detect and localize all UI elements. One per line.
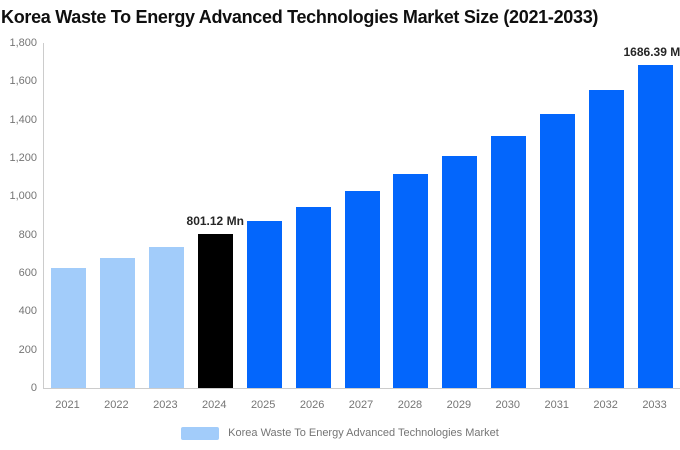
x-tick-2025: 2025 [250,399,276,411]
x-tick-2027: 2027 [348,399,374,411]
x-tick-2026: 2026 [299,399,325,411]
y-tick-1,600: 1,600 [9,75,37,88]
x-tick-2024: 2024 [202,399,227,411]
chart-title: Korea Waste To Energy Advanced Technolog… [1,7,599,27]
y-tick-400: 400 [18,305,37,318]
bar-value-label-2024: 801.12 Mn [186,214,244,228]
bar-2027[interactable] [344,191,380,388]
x-tick-2032: 2032 [593,399,618,411]
y-tick-1,200: 1,200 [9,152,37,164]
x-tick-2029: 2029 [446,399,472,411]
y-tick-800: 800 [18,228,37,241]
bar-2028[interactable] [393,174,429,388]
bar-2032[interactable] [589,90,625,388]
y-axis: 0 200 400 600 800 1,000 1,200 1,400 1,600 1,800 [0,37,37,394]
x-tick-2028: 2028 [397,399,423,411]
x-tick-2021: 2021 [55,399,80,411]
x-axis: 2021 2022 2023 2024 2025 2026 2027 2028 2029 2030… [43,399,680,413]
y-tick-200: 200 [18,343,37,356]
bar-value-label-2033: 1686.39 Mn [623,45,680,59]
bar-2033[interactable] [638,65,674,388]
x-tick-2022: 2022 [104,399,129,411]
y-tick-1,400: 1,400 [9,113,37,126]
x-tick-2033: 2033 [642,399,667,411]
bar-2029[interactable] [442,156,478,388]
bar-2031[interactable] [540,114,576,388]
bar-2022[interactable] [99,258,135,388]
y-tick-1,800: 1,800 [9,37,37,49]
bar-2021[interactable] [50,268,86,388]
bar-2025[interactable] [246,221,282,388]
x-tick-2030: 2030 [495,399,521,411]
x-tick-2023: 2023 [153,399,178,411]
legend-swatch-icon [181,426,220,440]
y-tick-0: 0 [30,382,37,394]
bar-2030[interactable] [491,136,527,388]
y-tick-1,000: 1,000 [9,190,37,203]
y-tick-600: 600 [18,267,37,279]
plot-area: 801.12 Mn 1686.39 Mn [43,43,680,389]
legend-label: Korea Waste To Energy Advanced Technolog… [228,427,499,439]
legend-item[interactable]: Korea Waste To Energy Advanced Technolog… [0,425,680,441]
x-tick-2031: 2031 [544,399,569,411]
bar-2023[interactable] [148,247,184,388]
bar-2024[interactable] [197,234,233,388]
bar-2026[interactable] [295,207,331,388]
